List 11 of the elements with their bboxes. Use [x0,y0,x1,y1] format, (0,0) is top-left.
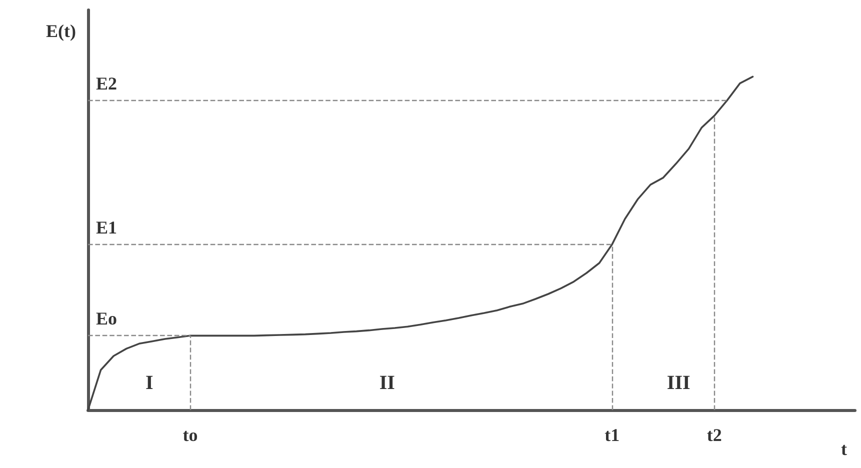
ref-line-label: E2 [96,73,118,94]
x-tick-label: t1 [604,425,620,445]
y-axis-title: E(t) [46,21,76,41]
annotation: I [145,372,154,394]
ref-line-label: Eo [96,308,118,329]
annotation: III [666,372,690,394]
annotation: II [379,372,396,394]
x-tick-label: to [182,425,198,445]
x-axis-title: t [841,439,847,459]
x-tick-label: t2 [706,425,722,445]
ref-line-label: E1 [96,217,118,238]
